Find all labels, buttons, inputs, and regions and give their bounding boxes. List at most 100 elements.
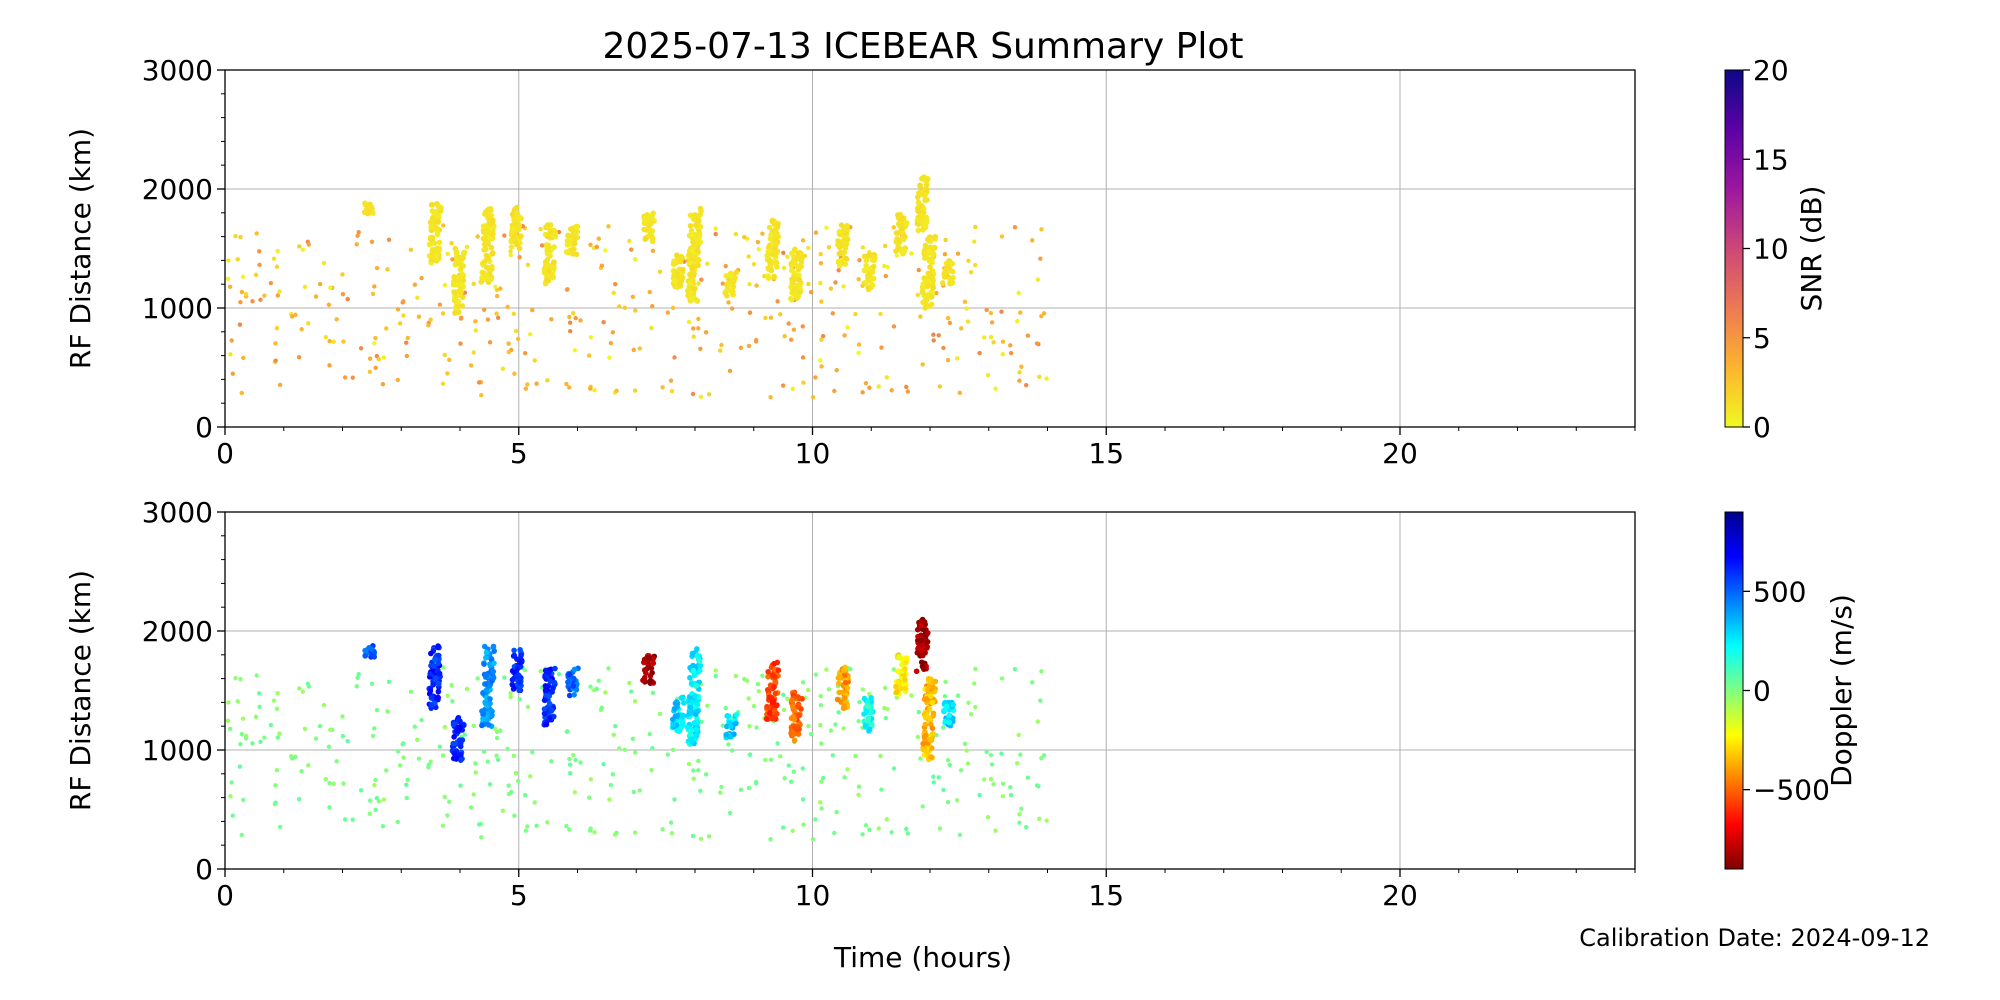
data-point [532, 800, 537, 805]
y-tick-label: 3000 [142, 496, 213, 529]
data-point [445, 813, 450, 818]
data-point [1016, 290, 1021, 296]
data-point [693, 727, 700, 733]
data-point [693, 733, 700, 739]
data-point [691, 326, 696, 331]
data-point [798, 259, 805, 265]
data-point [395, 377, 400, 383]
data-point [789, 714, 796, 720]
data-point [327, 780, 332, 786]
data-point [922, 217, 929, 224]
data-point [841, 667, 847, 673]
data-point [929, 730, 936, 737]
data-point [698, 788, 703, 793]
data-point [791, 259, 798, 265]
data-point [950, 701, 957, 708]
data-point [457, 266, 464, 273]
data-point [842, 775, 847, 780]
data-point [957, 832, 963, 837]
data-point [668, 820, 674, 825]
data-point [889, 388, 894, 393]
data-point [257, 249, 262, 254]
data-point [512, 371, 517, 376]
data-point [340, 292, 346, 297]
data-point [613, 281, 618, 287]
data-point [973, 224, 978, 230]
data-point [511, 647, 517, 654]
data-point [454, 282, 461, 288]
data-point [508, 229, 515, 236]
data-point [506, 341, 511, 346]
data-point [842, 679, 849, 686]
data-point [572, 790, 578, 795]
data-point [771, 273, 777, 280]
data-point [454, 257, 460, 264]
data-point [340, 272, 345, 277]
data-point [506, 791, 512, 797]
data-point [796, 695, 803, 702]
data-point [495, 757, 501, 763]
data-point [915, 199, 922, 206]
data-point [632, 257, 638, 262]
data-point [893, 239, 900, 245]
data-point [427, 671, 433, 677]
data-point [428, 201, 435, 208]
data-point [599, 263, 605, 268]
data-point [370, 733, 376, 739]
data-point [693, 222, 699, 229]
chart-panel-doppler-panel: 0 5 10 15 20 0 1000 2000 3000 RF Distance (km) −50… [64, 496, 1858, 912]
data-point [648, 665, 655, 671]
data-point [772, 237, 779, 244]
data-point [549, 273, 556, 279]
data-point [547, 262, 553, 269]
data-point [914, 626, 921, 633]
colorbar-tick-label: 10 [1753, 233, 1789, 266]
data-point [480, 261, 487, 268]
data-point [989, 320, 995, 325]
data-point [760, 673, 765, 678]
data-point [968, 270, 974, 275]
data-point [426, 765, 431, 770]
data-point [487, 696, 493, 702]
data-point [436, 239, 443, 246]
data-point [865, 271, 872, 277]
data-point [530, 307, 535, 313]
data-point [680, 266, 686, 273]
data-point [841, 249, 848, 256]
data-point [775, 667, 782, 674]
data-point [1008, 785, 1013, 790]
data-point [867, 385, 872, 390]
data-point [573, 757, 578, 763]
data-point [464, 686, 470, 692]
data-point [606, 224, 611, 229]
colorbar-tick-label: 0 [1753, 411, 1771, 444]
data-point [564, 823, 569, 829]
data-point [386, 237, 392, 242]
data-point [806, 687, 811, 693]
data-point [826, 245, 832, 250]
data-point [901, 232, 907, 239]
data-point [551, 679, 558, 686]
colorbar-gradient [1724, 511, 1744, 870]
data-point [302, 284, 308, 290]
data-point [356, 229, 361, 235]
data-point [565, 232, 571, 239]
data-point [918, 647, 925, 654]
colorbar-tick-label: 0 [1753, 675, 1771, 708]
data-point [253, 714, 259, 720]
data-point [571, 752, 576, 758]
data-point [686, 761, 692, 767]
data-point [376, 357, 382, 362]
data-point [753, 779, 759, 785]
data-point [665, 310, 670, 315]
data-point [637, 788, 642, 793]
data-point [237, 322, 243, 327]
data-point [428, 702, 435, 709]
data-point [254, 231, 259, 236]
data-point [943, 237, 948, 243]
data-point [696, 768, 701, 773]
data-point [596, 678, 601, 683]
data-point [588, 242, 593, 247]
data-point [936, 775, 941, 780]
data-point [326, 302, 332, 307]
